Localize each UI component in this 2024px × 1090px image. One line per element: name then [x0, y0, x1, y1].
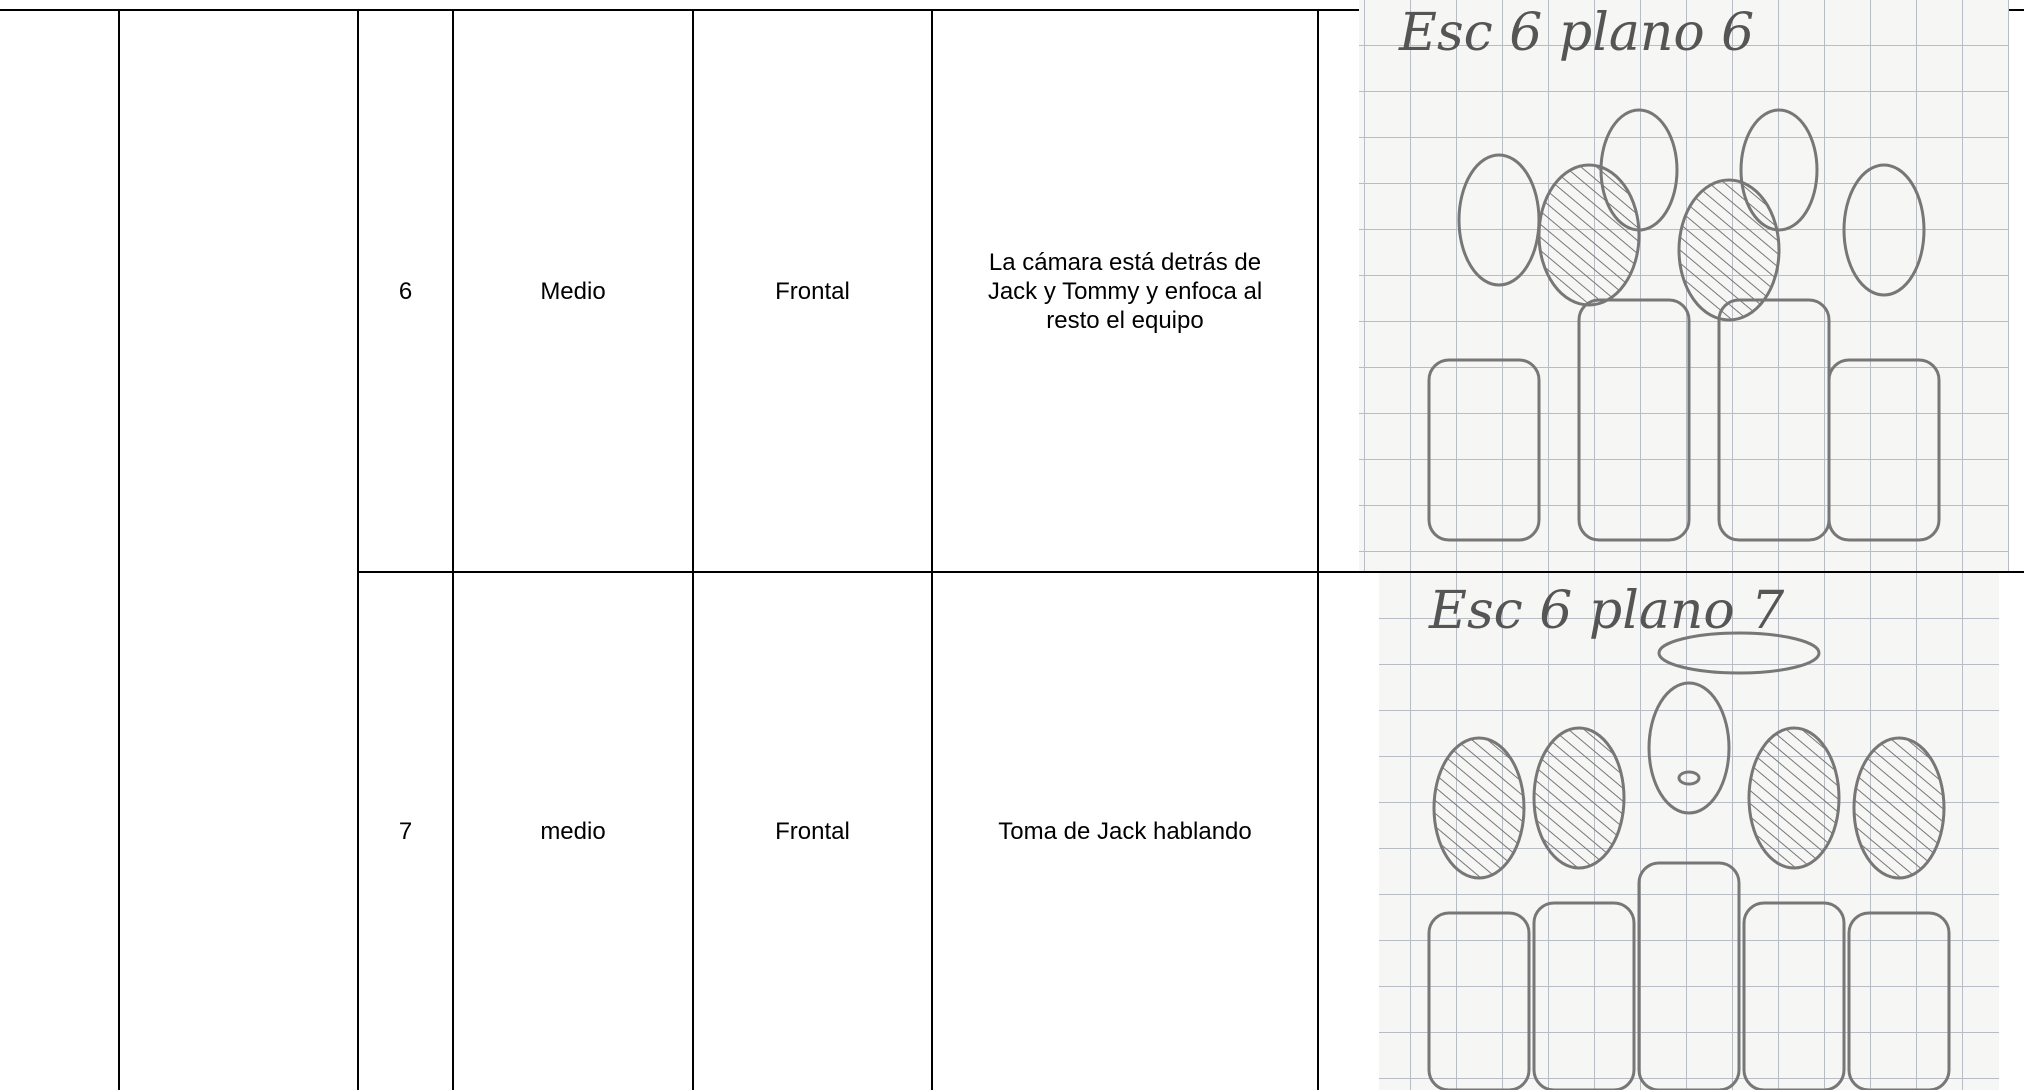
- shot-angle: Frontal: [775, 818, 850, 845]
- rule: [0, 9, 2024, 11]
- rule: [931, 10, 933, 1090]
- sketch-caption: Esc 6 plano 6: [1398, 3, 1754, 63]
- rule: [452, 10, 454, 1090]
- rule: [118, 10, 120, 1090]
- sketch-caption: Esc 6 plano 7: [1428, 581, 1785, 641]
- paper-grid: [1359, 0, 2009, 571]
- rule: [1317, 10, 1319, 1090]
- sketch: Esc 6 plano 7: [1379, 573, 1999, 1090]
- shot-number: 7: [398, 818, 413, 845]
- rule: [358, 571, 2024, 573]
- shot-size: medio: [540, 818, 606, 845]
- shot-size: Medio: [540, 277, 606, 305]
- rule: [357, 10, 359, 1090]
- shot-angle: Frontal: [775, 277, 850, 305]
- shot-number: 6: [398, 277, 413, 305]
- rule: [692, 10, 694, 1090]
- shot-description: Toma de Jack hablando: [998, 818, 1252, 845]
- sketch: Esc 6 plano 6: [1359, 0, 2009, 571]
- shot-description: La cámara está detrás de Jack y Tommy y …: [987, 248, 1263, 334]
